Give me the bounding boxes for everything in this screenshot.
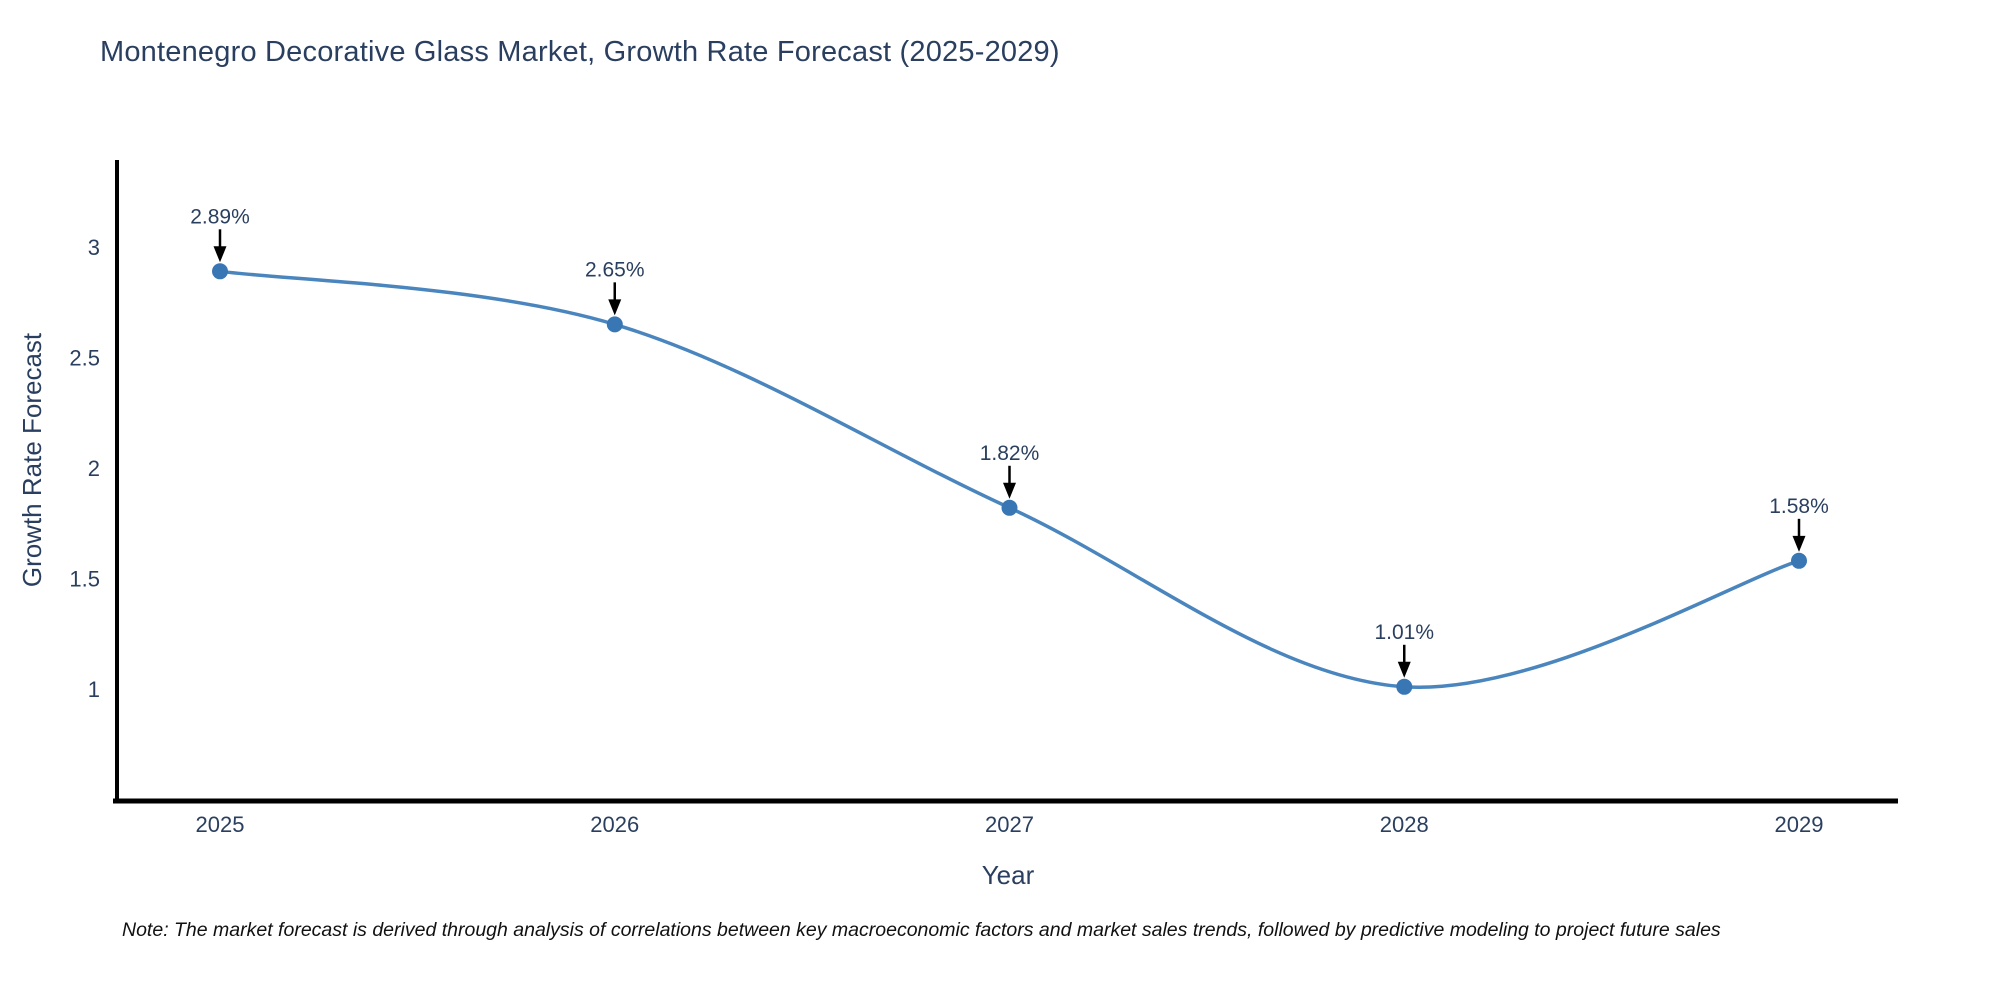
point-value-label: 2.89% bbox=[190, 205, 250, 228]
chart-title: Montenegro Decorative Glass Market, Grow… bbox=[100, 36, 1060, 68]
data-point-marker[interactable] bbox=[212, 263, 228, 280]
footnote: Note: The market forecast is derived thr… bbox=[122, 919, 1721, 941]
x-tick-label: 2026 bbox=[590, 812, 639, 837]
point-value-label: 1.01% bbox=[1374, 621, 1434, 644]
y-tick-label: 3 bbox=[88, 235, 100, 260]
data-point-marker[interactable] bbox=[1396, 678, 1413, 695]
point-value-label: 1.82% bbox=[980, 442, 1040, 465]
point-annotations: 2.89% 2.65% 1.82% 1.01% 1.58% bbox=[190, 205, 1829, 678]
y-tick-label: 2 bbox=[88, 456, 100, 481]
x-axis-tick-labels: 2025 2026 2027 2028 2029 bbox=[196, 812, 1824, 837]
x-tick-label: 2027 bbox=[985, 812, 1034, 837]
data-point-markers bbox=[212, 263, 1807, 695]
annotation-arrowhead-icon bbox=[608, 299, 622, 316]
annotation-arrowhead-icon bbox=[1397, 661, 1411, 678]
data-point-marker[interactable] bbox=[606, 316, 623, 333]
point-value-label: 2.65% bbox=[585, 258, 645, 281]
x-tick-label: 2028 bbox=[1380, 812, 1429, 837]
data-point-marker[interactable] bbox=[1001, 499, 1018, 516]
x-tick-label: 2025 bbox=[196, 812, 245, 837]
x-axis-title: Year bbox=[982, 860, 1035, 890]
y-tick-label: 1 bbox=[88, 677, 100, 702]
annotation-arrowhead-icon bbox=[1003, 482, 1016, 499]
y-tick-label: 1.5 bbox=[69, 567, 100, 592]
y-axis-title: Growth Rate Forecast bbox=[17, 332, 47, 587]
annotation-arrowhead-icon bbox=[213, 246, 227, 263]
annotation-arrowhead-icon bbox=[1792, 535, 1806, 552]
point-value-label: 1.58% bbox=[1769, 495, 1829, 518]
data-point-marker[interactable] bbox=[1791, 552, 1807, 569]
y-axis-tick-labels: 3 2.5 2 1.5 1 bbox=[69, 235, 100, 702]
y-tick-label: 2.5 bbox=[69, 346, 100, 371]
x-tick-label: 2029 bbox=[1775, 812, 1824, 837]
